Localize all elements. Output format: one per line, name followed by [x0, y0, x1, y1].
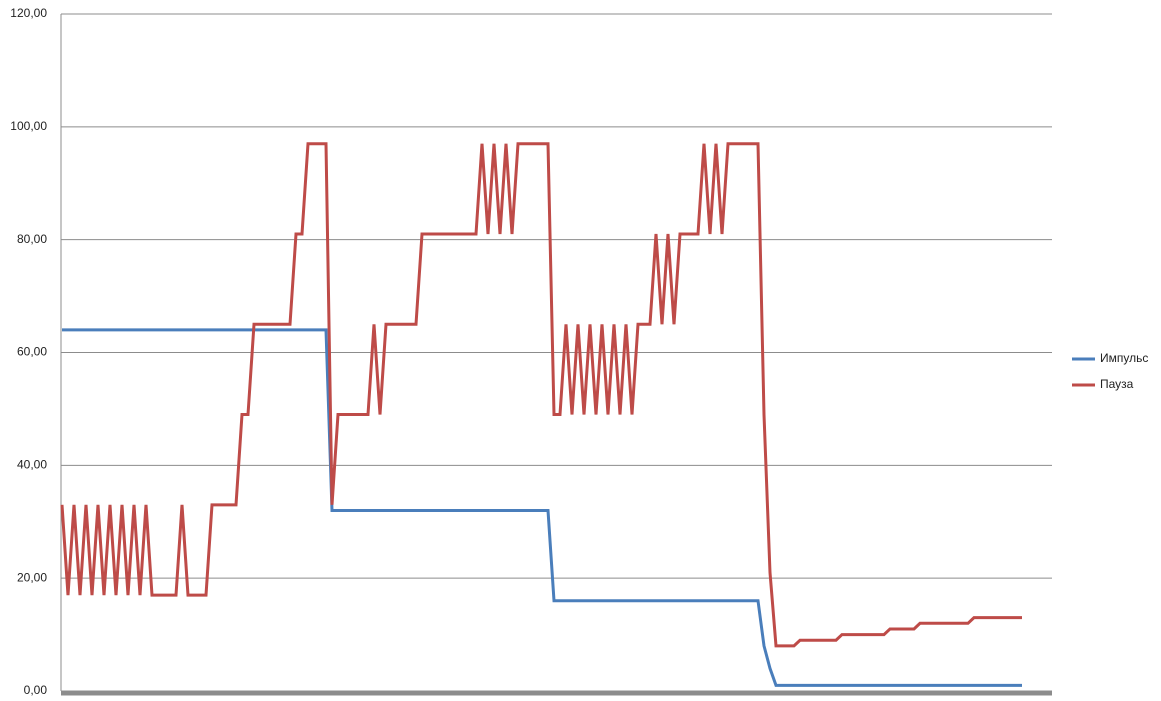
series-line	[60, 142, 1022, 648]
y-tick-label: 120,00	[10, 6, 47, 20]
legend-label: Пауза	[1100, 377, 1134, 391]
y-tick-label: 80,00	[17, 232, 47, 246]
legend-label: Импульс	[1100, 351, 1148, 365]
series-line	[62, 328, 1022, 687]
y-tick-label: 0,00	[24, 683, 48, 697]
y-tick-label: 60,00	[17, 345, 47, 359]
y-tick-label: 40,00	[17, 458, 47, 472]
y-tick-label: 20,00	[17, 570, 47, 584]
y-tick-label: 100,00	[10, 119, 47, 133]
